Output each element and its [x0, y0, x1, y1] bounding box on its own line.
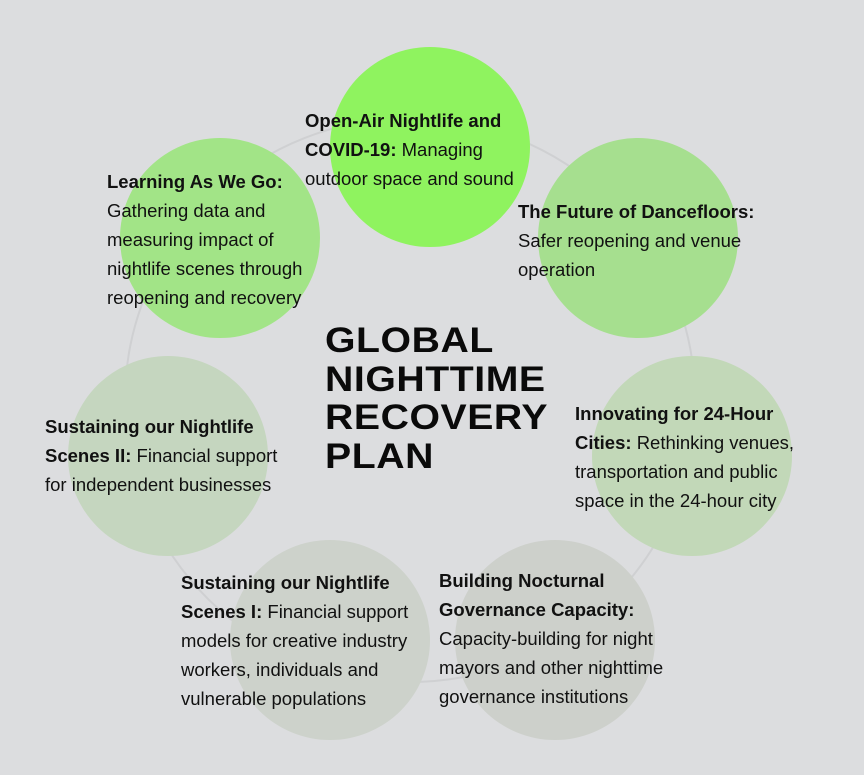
title-line: PLAN [325, 436, 434, 476]
node-body: vulnerable populations [181, 688, 367, 709]
node-heading: Sustaining our Nightlife [45, 416, 254, 437]
node-label-sustaining-ii: Sustaining our Nightlife Scenes II: Fina… [45, 412, 277, 499]
node-heading: Sustaining our Nightlife [181, 572, 390, 593]
node-body: reopening and recovery [107, 287, 302, 308]
node-body: operation [518, 259, 596, 280]
node-body: measuring impact of [107, 229, 274, 250]
node-heading: Learning As We Go: [107, 171, 283, 192]
node-body: for independent businesses [45, 474, 272, 495]
circle-governance [455, 540, 655, 740]
node-body: Financial support [267, 601, 409, 622]
circle-sustaining-ii [68, 356, 268, 556]
diagram-title: GLOBAL NIGHTTIME RECOVERY PLAN [325, 321, 549, 476]
circle-open-air [330, 47, 530, 247]
node-label-governance: Building Nocturnal Governance Capacity: … [439, 566, 663, 711]
node-heading: Scenes II: [45, 445, 132, 466]
node-heading: Scenes I: [181, 601, 263, 622]
node-body: Managing [401, 139, 483, 160]
node-body: transportation and public [575, 461, 778, 482]
node-heading: Open-Air Nightlife and [305, 110, 502, 131]
node-body: outdoor space and sound [305, 168, 514, 189]
node-body: Gathering data and [107, 200, 266, 221]
node-heading: The Future of Dancefloors: [518, 201, 755, 222]
title-line: RECOVERY [325, 398, 549, 437]
node-body: Financial support [136, 445, 278, 466]
node-heading: Building Nocturnal [439, 570, 605, 591]
node-heading: Innovating for 24-Hour [575, 403, 774, 424]
node-body: nightlife scenes through [107, 258, 303, 279]
node-label-dancefloors: The Future of Dancefloors: Safer reopeni… [518, 197, 754, 284]
node-body: models for creative industry [181, 630, 408, 651]
node-body: governance institutions [439, 686, 629, 707]
title-line: NIGHTTIME [325, 359, 546, 399]
node-body: Safer reopening and venue [518, 230, 742, 251]
node-body: Capacity-building for night [439, 628, 653, 649]
circle-innovating [592, 356, 792, 556]
node-label-learning: Learning As We Go: Gathering data and me… [107, 167, 302, 312]
node-body: mayors and other nighttime [439, 657, 664, 678]
node-heading: COVID-19: [305, 139, 397, 160]
node-body: workers, individuals and [181, 659, 379, 680]
node-body: space in the 24-hour city [575, 490, 777, 511]
node-label-open-air: Open-Air Nightlife and COVID-19: Managin… [305, 106, 514, 193]
node-label-sustaining-i: Sustaining our Nightlife Scenes I: Finan… [181, 568, 408, 713]
node-label-innovating: Innovating for 24-Hour Cities: Rethinkin… [575, 399, 794, 515]
node-heading: Cities: [575, 432, 632, 453]
title-line: GLOBAL [325, 321, 494, 360]
circle-learning [120, 138, 320, 338]
circle-dancefloors [538, 138, 738, 338]
circle-sustaining-i [230, 540, 430, 740]
node-heading: Governance Capacity: [439, 599, 635, 620]
node-body: Rethinking venues, [636, 432, 795, 453]
